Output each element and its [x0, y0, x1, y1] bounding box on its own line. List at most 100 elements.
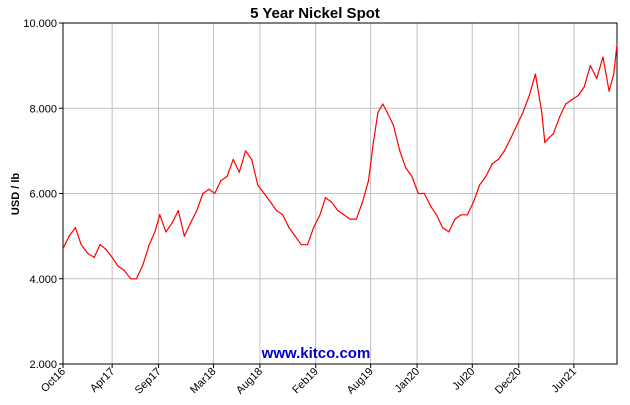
series-point: [405, 167, 407, 169]
series-point: [343, 214, 345, 216]
series-point: [522, 111, 524, 114]
series-point: [148, 244, 150, 246]
series-point: [294, 235, 296, 237]
grid: [63, 23, 617, 364]
series-point: [411, 175, 413, 178]
series-point: [559, 116, 561, 118]
series-point: [503, 150, 506, 152]
series-point: [423, 192, 425, 195]
y-axis-label: USD / lb: [10, 173, 22, 215]
series-point: [171, 222, 173, 224]
series-point: [337, 209, 339, 212]
series-point: [80, 244, 82, 246]
series-point: [220, 180, 222, 182]
chart-title: 5 Year Nickel Spot: [250, 5, 380, 22]
series-point: [330, 201, 333, 203]
series-point: [441, 227, 444, 229]
series-point: [544, 141, 546, 143]
series-point: [355, 218, 357, 220]
series-point: [577, 94, 579, 97]
series-point: [548, 137, 550, 139]
series-point: [202, 192, 204, 195]
series-point: [238, 171, 240, 173]
series-point: [392, 124, 394, 126]
series-point: [361, 201, 364, 203]
series-point: [571, 99, 573, 101]
series-point: [491, 163, 493, 165]
series-point: [386, 111, 388, 114]
series-point: [478, 184, 481, 186]
series-point: [319, 214, 321, 216]
series-point: [111, 256, 113, 259]
series-point: [613, 73, 615, 75]
watermark-text: www.kitco.com: [261, 345, 371, 362]
series-point: [510, 137, 512, 139]
series-point: [288, 227, 290, 229]
series-point: [117, 265, 119, 267]
series-line: [62, 44, 618, 280]
series-point: [349, 218, 351, 220]
series-point: [589, 65, 591, 67]
series-point: [552, 133, 554, 135]
series-point: [251, 158, 253, 160]
series-point: [534, 73, 536, 75]
series-point: [313, 227, 315, 229]
series-point: [275, 209, 278, 212]
series-point: [616, 43, 618, 45]
series-point: [183, 235, 185, 237]
series-point: [497, 158, 499, 160]
series-point: [602, 56, 604, 58]
series-point: [269, 201, 272, 203]
series-point: [596, 77, 598, 80]
series-point: [177, 209, 179, 212]
series-point: [485, 175, 487, 178]
series-point: [282, 214, 284, 216]
series-point: [541, 111, 543, 114]
y-tick-label: 4.000: [29, 274, 57, 286]
series-point: [372, 141, 374, 143]
y-tick-label: 2.000: [29, 359, 57, 371]
series-point: [62, 248, 64, 250]
y-tick-label: 6.000: [29, 189, 57, 201]
series-point: [399, 150, 401, 152]
series-point: [159, 214, 161, 216]
series-point: [367, 180, 370, 182]
series-point: [454, 218, 456, 220]
series-point: [382, 103, 384, 105]
series-point: [189, 222, 192, 224]
series-point: [565, 103, 567, 105]
series-point: [528, 94, 530, 97]
series-point: [86, 252, 89, 254]
series-point: [135, 278, 138, 280]
series-point: [608, 90, 610, 92]
series-point: [257, 184, 259, 186]
series-point: [154, 231, 156, 233]
series-point: [435, 214, 438, 216]
series-point: [232, 158, 234, 160]
series-point: [417, 192, 419, 195]
series-point: [306, 244, 309, 246]
series-point: [123, 269, 125, 271]
series-point: [214, 192, 216, 195]
series-point: [104, 248, 107, 250]
series-point: [141, 265, 144, 267]
series-point: [263, 192, 265, 195]
series-point: [245, 150, 247, 152]
series-point: [208, 188, 210, 190]
series-point: [99, 244, 101, 246]
series-layer: [62, 43, 618, 280]
series-point: [226, 175, 228, 178]
series-point: [93, 256, 95, 259]
y-tick-label: 10.000: [23, 18, 57, 30]
series-point: [466, 214, 469, 216]
series-point: [430, 205, 432, 207]
y-axis-ticks: 2.000 4.000 6.000 8.000 10.000: [23, 18, 63, 371]
series-point: [165, 231, 167, 233]
series-point: [300, 244, 302, 246]
series-point: [472, 201, 475, 203]
series-point: [377, 111, 379, 114]
series-point: [324, 197, 327, 199]
